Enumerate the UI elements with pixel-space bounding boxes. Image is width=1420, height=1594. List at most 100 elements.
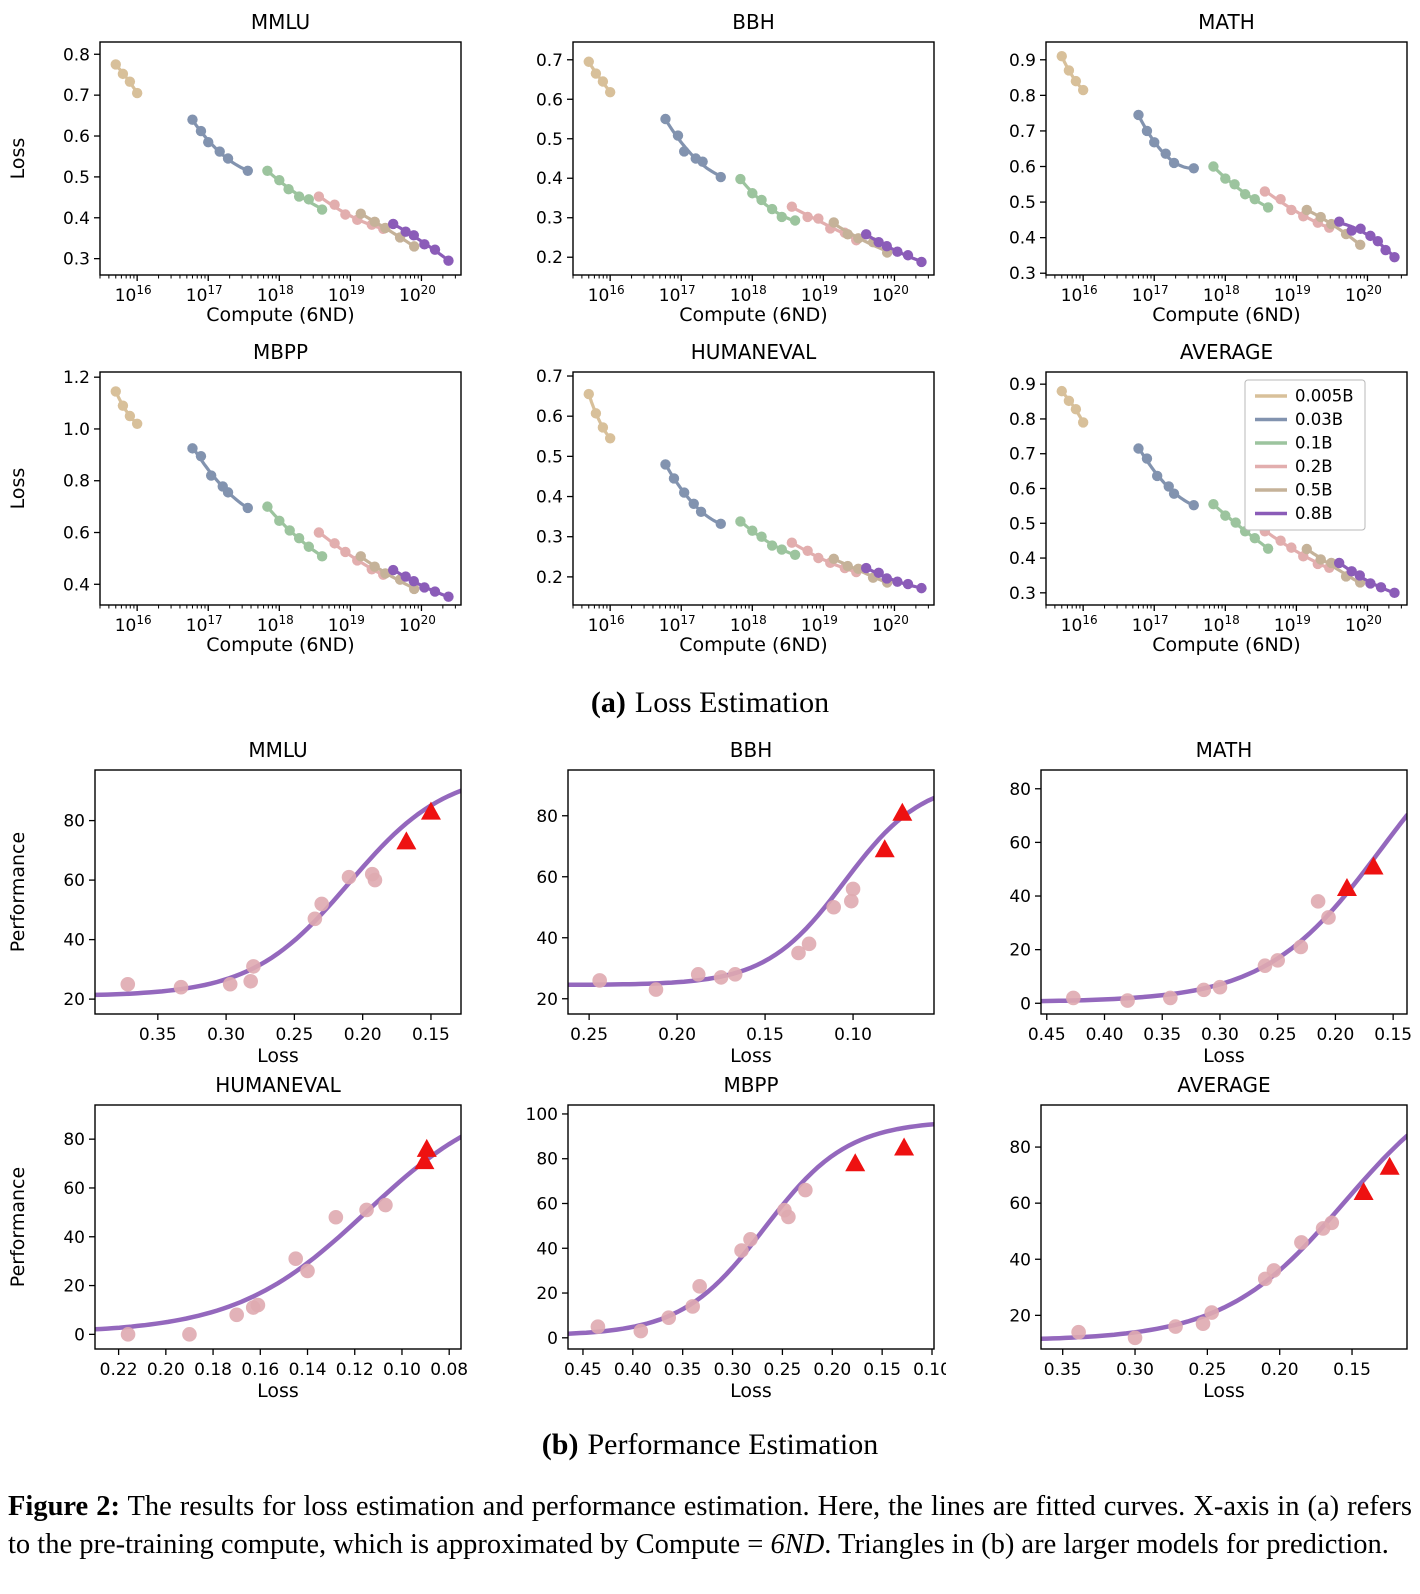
svg-text:0.2: 0.2 xyxy=(536,568,563,588)
perf-chart-average: AVERAGE 20 40 60 80 0.35 0.30 0.25 0.20 0.15 Loss xyxy=(946,1071,1419,1406)
svg-text:HUMANEVAL: HUMANEVAL xyxy=(215,1073,341,1097)
svg-text:20: 20 xyxy=(1009,941,1031,961)
svg-text:0.3: 0.3 xyxy=(536,209,563,229)
svg-text:0.40: 0.40 xyxy=(614,1360,652,1380)
svg-text:Compute (6ND): Compute (6ND) xyxy=(679,304,827,326)
svg-text:60: 60 xyxy=(1009,1194,1031,1214)
svg-text:0.7: 0.7 xyxy=(1009,445,1036,465)
svg-text:0.8: 0.8 xyxy=(63,472,90,492)
svg-text:0.5: 0.5 xyxy=(536,447,563,467)
svg-text:1019: 1019 xyxy=(801,613,838,636)
figure-caption-body: The results for loss estimation and perf… xyxy=(8,1491,1412,1561)
svg-text:0.12: 0.12 xyxy=(336,1360,374,1380)
svg-text:Loss: Loss xyxy=(1203,1045,1245,1067)
svg-text:40: 40 xyxy=(63,1228,85,1248)
svg-text:0.8: 0.8 xyxy=(1009,410,1036,430)
svg-text:1017: 1017 xyxy=(659,283,696,306)
svg-text:0.8: 0.8 xyxy=(1009,86,1036,106)
svg-text:0.6: 0.6 xyxy=(1009,158,1036,178)
svg-text:0.2: 0.2 xyxy=(536,248,563,268)
loss-chart-bbh: BBH 0.2 0.3 0.4 0.5 0.6 0.7 1016 1017 1018 1019 102… xyxy=(473,0,946,330)
perf-chart-bbh: BBH 20 40 60 80 0.25 0.20 0.15 0.10 Loss xyxy=(473,736,946,1071)
svg-text:0.20: 0.20 xyxy=(1261,1360,1299,1380)
svg-text:0.4: 0.4 xyxy=(63,575,90,595)
panel-a-caption: (a) Loss Estimation xyxy=(0,686,1420,720)
svg-text:1019: 1019 xyxy=(328,283,365,306)
svg-text:80: 80 xyxy=(1009,780,1031,800)
svg-text:Loss: Loss xyxy=(730,1045,772,1067)
svg-text:1.0: 1.0 xyxy=(63,420,90,440)
svg-text:1016: 1016 xyxy=(588,283,625,306)
svg-text:0.25: 0.25 xyxy=(275,1025,313,1045)
figure-caption: Figure 2: The results for loss estimatio… xyxy=(8,1488,1412,1564)
svg-text:Compute (6ND): Compute (6ND) xyxy=(206,304,354,326)
svg-text:0: 0 xyxy=(74,1325,85,1345)
perf-chart-math: MATH 0 20 40 60 80 0.45 0.40 0.35 0.30 0.25 0.20 0.1… xyxy=(946,736,1419,1071)
svg-text:1017: 1017 xyxy=(1132,283,1169,306)
loss-chart-math: MATH 0.3 0.4 0.5 0.6 0.7 0.8 0.9 1016 1017 1018 101… xyxy=(946,0,1419,330)
svg-text:0.15: 0.15 xyxy=(1374,1025,1412,1045)
svg-text:0.25: 0.25 xyxy=(763,1360,801,1380)
svg-text:0.25: 0.25 xyxy=(1259,1025,1297,1045)
svg-text:20: 20 xyxy=(63,990,85,1010)
svg-text:0.30: 0.30 xyxy=(714,1360,752,1380)
loss-chart-average: AVERAGE 0.3 0.4 0.5 0.6 0.7 0.8 0.9 1016 1017 1018… xyxy=(946,330,1419,660)
svg-text:40: 40 xyxy=(536,929,558,949)
svg-text:1018: 1018 xyxy=(257,283,294,306)
svg-text:0.45: 0.45 xyxy=(564,1360,602,1380)
svg-text:0.03B: 0.03B xyxy=(1295,410,1343,429)
svg-text:1020: 1020 xyxy=(399,613,436,636)
panel-a-grid: MMLU 0.3 0.4 0.5 0.6 0.7 0.8 1016 1017 1018 1019 10… xyxy=(0,0,1420,660)
svg-text:0.8B: 0.8B xyxy=(1295,504,1333,523)
svg-text:0.22: 0.22 xyxy=(100,1360,138,1380)
svg-text:0.5: 0.5 xyxy=(1009,514,1036,534)
svg-text:0.3: 0.3 xyxy=(1009,264,1036,284)
svg-text:0.9: 0.9 xyxy=(1009,375,1036,395)
svg-text:80: 80 xyxy=(63,812,85,832)
svg-text:0.6: 0.6 xyxy=(536,407,563,427)
svg-text:20: 20 xyxy=(536,990,558,1010)
svg-text:20: 20 xyxy=(1009,1306,1031,1326)
svg-text:1.2: 1.2 xyxy=(63,368,90,388)
svg-text:MATH: MATH xyxy=(1196,738,1253,762)
svg-text:0.35: 0.35 xyxy=(1143,1025,1181,1045)
svg-text:0.5: 0.5 xyxy=(1009,193,1036,213)
svg-text:0.4: 0.4 xyxy=(1009,229,1036,249)
svg-text:1020: 1020 xyxy=(399,283,436,306)
svg-text:0.20: 0.20 xyxy=(147,1360,185,1380)
svg-text:1019: 1019 xyxy=(1274,613,1311,636)
svg-text:0.005B: 0.005B xyxy=(1295,387,1354,406)
svg-text:60: 60 xyxy=(1009,833,1031,853)
svg-text:0.5B: 0.5B xyxy=(1295,481,1333,500)
svg-text:AVERAGE: AVERAGE xyxy=(1180,340,1273,364)
loss-chart-mbpp: MBPP 0.4 0.6 0.8 1.0 1.2 1016 1017 1018 1019 1020 C… xyxy=(0,330,473,660)
svg-text:1017: 1017 xyxy=(659,613,696,636)
svg-text:1019: 1019 xyxy=(801,283,838,306)
svg-text:20: 20 xyxy=(536,1284,558,1304)
svg-text:0.6: 0.6 xyxy=(536,90,563,110)
svg-text:1020: 1020 xyxy=(1345,613,1382,636)
svg-text:0.7: 0.7 xyxy=(536,367,563,387)
svg-text:80: 80 xyxy=(1009,1138,1031,1158)
svg-text:0.7: 0.7 xyxy=(536,51,563,71)
svg-text:0.2B: 0.2B xyxy=(1295,457,1333,476)
svg-text:0.3: 0.3 xyxy=(536,528,563,548)
loss-chart-humaneval: HUMANEVAL 0.2 0.3 0.4 0.5 0.6 0.7 1016 1017 1018 1… xyxy=(473,330,946,660)
svg-text:Loss: Loss xyxy=(257,1380,299,1402)
svg-text:0.14: 0.14 xyxy=(289,1360,327,1380)
svg-text:0.1B: 0.1B xyxy=(1295,434,1333,453)
svg-text:60: 60 xyxy=(536,1194,558,1214)
svg-text:20: 20 xyxy=(63,1277,85,1297)
svg-text:0.15: 0.15 xyxy=(863,1360,901,1380)
svg-text:1020: 1020 xyxy=(872,283,909,306)
svg-text:0.18: 0.18 xyxy=(194,1360,232,1380)
svg-text:Loss: Loss xyxy=(7,138,29,180)
svg-text:0.6: 0.6 xyxy=(63,127,90,147)
svg-text:MBPP: MBPP xyxy=(723,1073,778,1097)
svg-text:1016: 1016 xyxy=(588,613,625,636)
svg-text:0.3: 0.3 xyxy=(63,250,90,270)
svg-text:80: 80 xyxy=(536,807,558,827)
svg-text:1016: 1016 xyxy=(1061,613,1098,636)
panel-a-label: (a) xyxy=(590,686,626,719)
